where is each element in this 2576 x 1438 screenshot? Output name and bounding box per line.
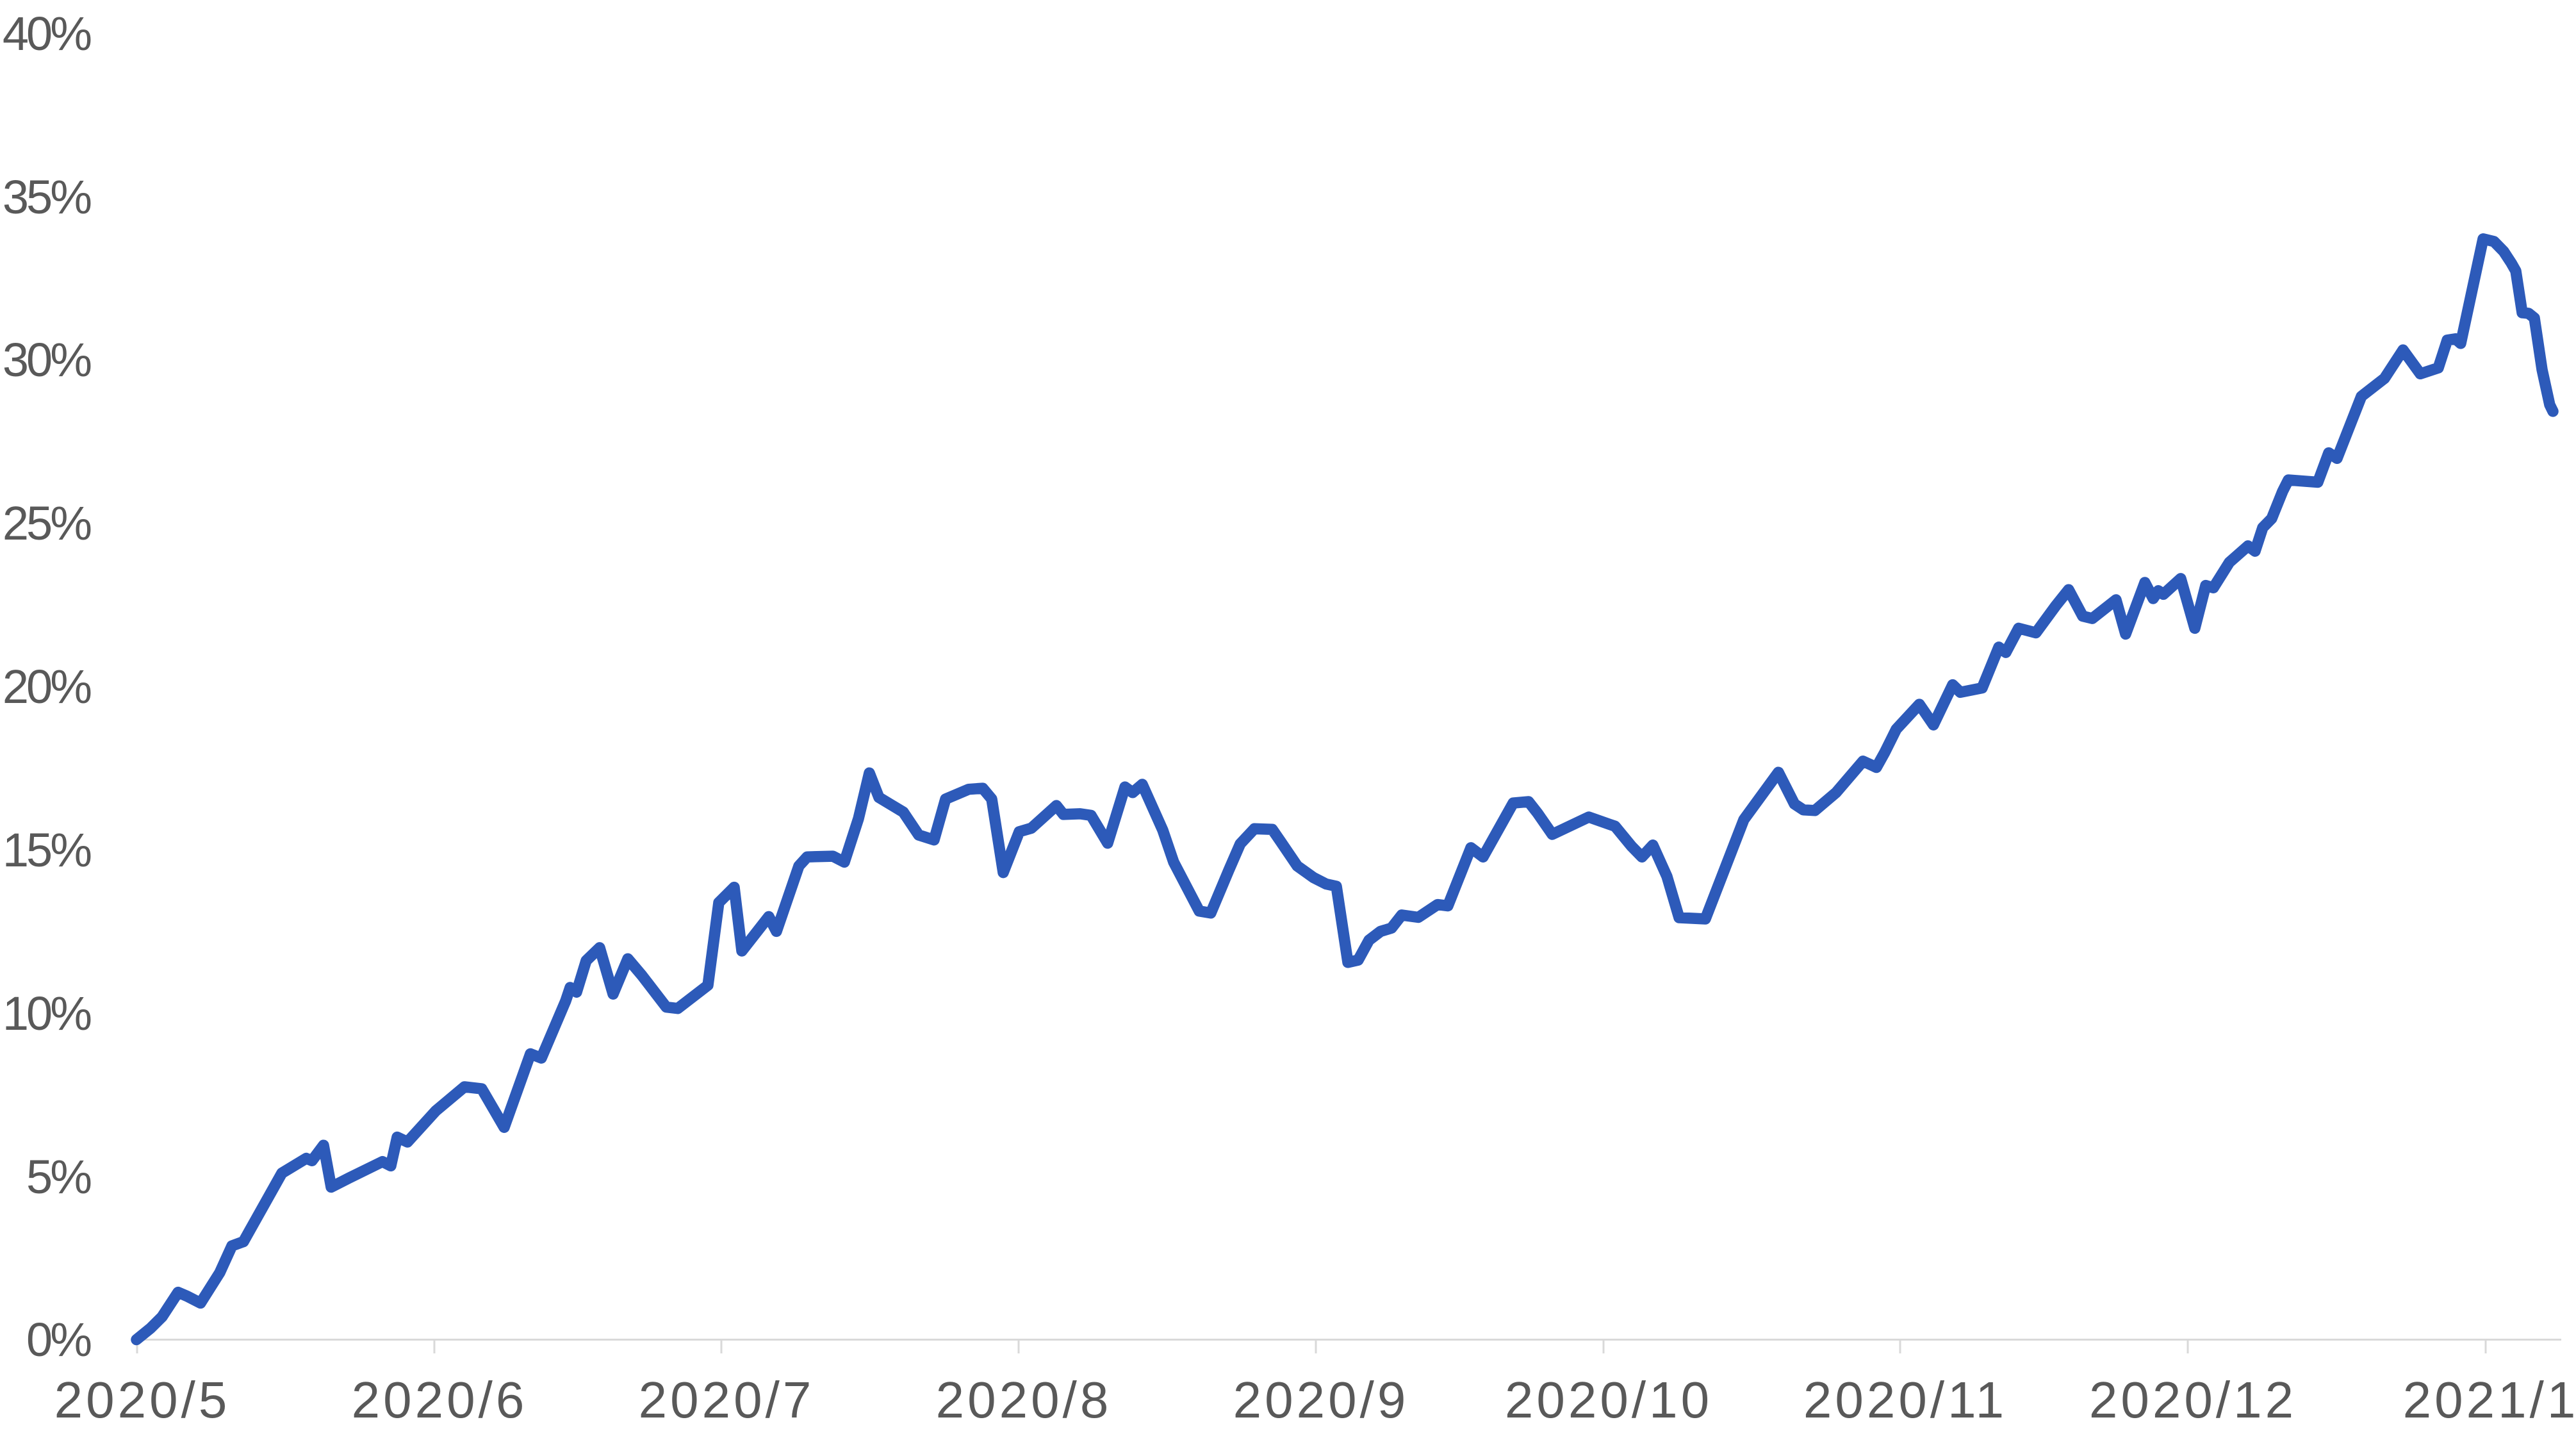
- svg-text:15%: 15%: [3, 823, 91, 877]
- svg-text:2020/11: 2020/11: [1803, 1371, 2007, 1428]
- svg-text:2021/1: 2021/1: [2403, 1371, 2576, 1428]
- svg-text:20%: 20%: [3, 660, 91, 713]
- svg-text:2020/9: 2020/9: [1233, 1371, 1409, 1428]
- svg-text:2020/6: 2020/6: [352, 1371, 528, 1428]
- svg-text:30%: 30%: [3, 333, 91, 386]
- svg-text:2020/8: 2020/8: [936, 1371, 1112, 1428]
- svg-text:2020/12: 2020/12: [2089, 1371, 2297, 1428]
- svg-text:40%: 40%: [3, 7, 91, 60]
- svg-text:35%: 35%: [3, 170, 91, 224]
- svg-text:2020/5: 2020/5: [54, 1371, 231, 1428]
- svg-text:0%: 0%: [26, 1313, 91, 1366]
- svg-text:25%: 25%: [3, 497, 91, 550]
- svg-text:5%: 5%: [26, 1150, 91, 1203]
- svg-text:10%: 10%: [3, 987, 91, 1040]
- svg-text:2020/7: 2020/7: [639, 1371, 815, 1428]
- svg-text:2020/10: 2020/10: [1505, 1371, 1712, 1428]
